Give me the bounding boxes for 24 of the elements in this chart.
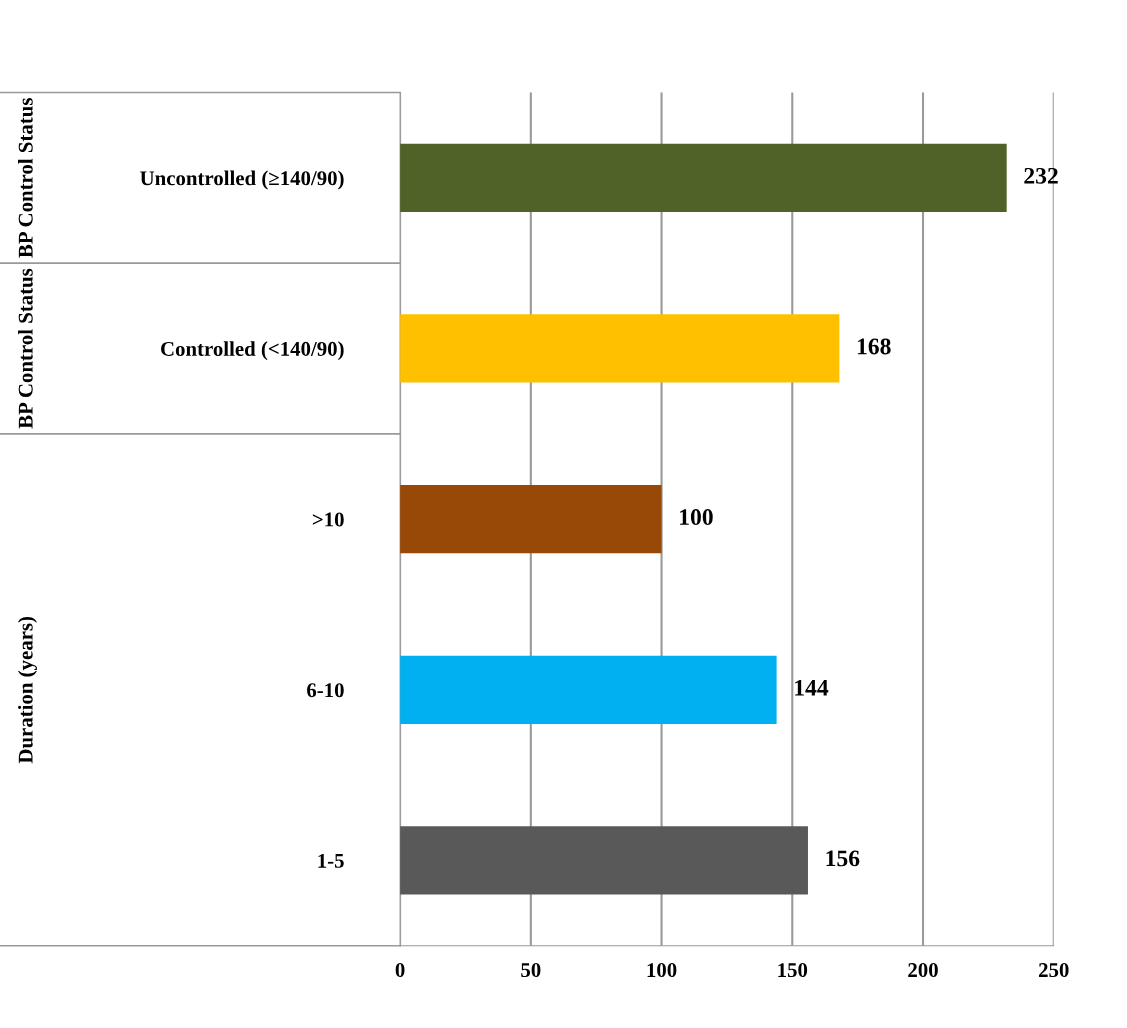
- x-tick-label: 200: [908, 963, 938, 978]
- y-tick-label: 6-10: [307, 683, 344, 698]
- x-tick-label: 250: [1039, 963, 1069, 978]
- y-tick-label: >10: [312, 512, 344, 527]
- text: Duration (years): [18, 616, 37, 764]
- y-tick-label: Controlled (<140/90): [161, 341, 344, 361]
- x-tick-label: 100: [647, 963, 677, 978]
- bar: [400, 143, 1007, 212]
- data-label: 156: [826, 850, 860, 867]
- x-tick-label: 0: [395, 963, 405, 978]
- y-tick-label: 1-5: [318, 853, 344, 868]
- text: BP Control Status: [18, 98, 33, 258]
- bar: [400, 314, 840, 383]
- x-tick-label: 50: [521, 963, 541, 978]
- data-label: 168: [857, 338, 891, 355]
- x-tick-label: 150: [778, 963, 808, 978]
- bar: [400, 485, 662, 554]
- text: BP Control Status: [18, 268, 33, 429]
- data-label: 100: [680, 509, 713, 526]
- bar: [400, 826, 808, 895]
- data-label: 144: [795, 679, 829, 696]
- y-tick-label: Uncontrolled (≥140/90): [140, 170, 344, 190]
- data-label: 232: [1024, 167, 1058, 184]
- bar: [400, 655, 777, 724]
